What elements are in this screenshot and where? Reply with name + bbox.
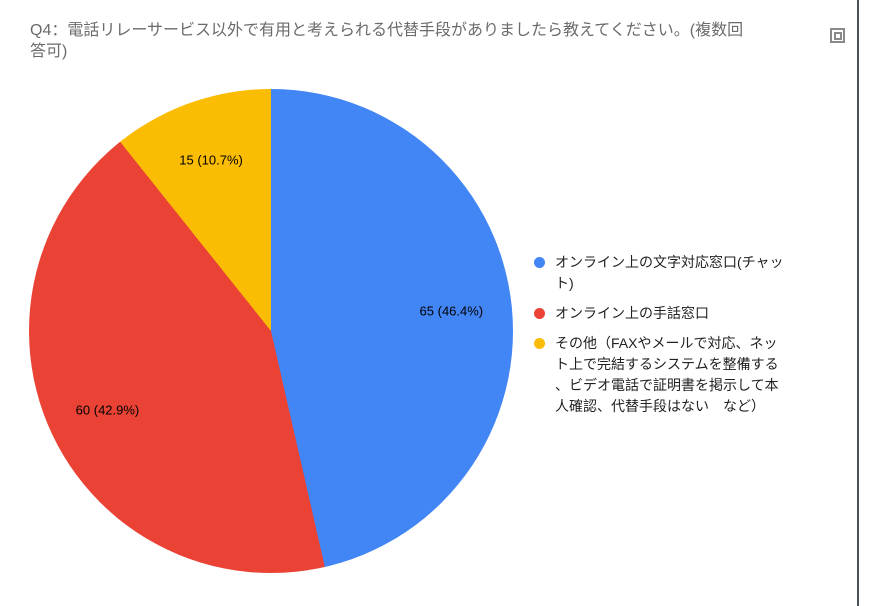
- legend-item-sign-language: オンライン上の手話窓口: [534, 303, 854, 324]
- legend: オンライン上の文字対応窓口(チャッ ト) オンライン上の手話窓口 その他（FAX…: [534, 252, 854, 426]
- chart-title: Q4：電話リレーサービス以外で有用と考えられる代替手段がありましたら教えてくださ…: [30, 22, 744, 60]
- legend-dot-yellow-icon: [534, 338, 545, 349]
- legend-item-chat: オンライン上の文字対応窓口(チャッ ト): [534, 252, 854, 294]
- legend-label: オンライン上の文字対応窓口(チャッ ト): [555, 254, 784, 291]
- legend-item-other: その他（FAXやメールで対応、ネッ ト上で完結するシステムを整備する 、ビデオ電…: [534, 333, 854, 417]
- legend-dot-red-icon: [534, 308, 545, 319]
- legend-label: オンライン上の手話窓口: [555, 305, 709, 321]
- legend-dot-blue-icon: [534, 257, 545, 268]
- pie-circle: [29, 89, 513, 573]
- pie-slice-label: 15 (10.7%): [179, 152, 243, 168]
- pie-slice-label: 65 (46.4%): [419, 303, 484, 319]
- embedded-object-icon[interactable]: [830, 28, 845, 43]
- pie-slice-label: 60 (42.9%): [75, 402, 140, 418]
- legend-label: その他（FAXやメールで対応、ネッ ト上で完結するシステムを整備する 、ビデオ電…: [555, 335, 779, 414]
- page-edge-divider: [857, 0, 859, 606]
- pie-chart[interactable]: 65 (46.4%) 60 (42.9%) 15 (10.7%): [29, 89, 513, 573]
